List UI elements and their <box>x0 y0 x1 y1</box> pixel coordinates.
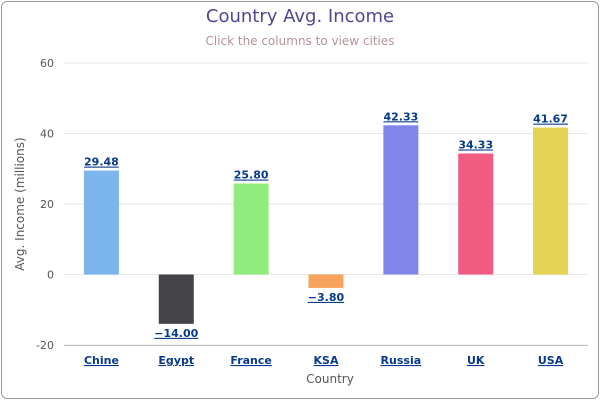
y-tick-label: 60 <box>40 57 54 70</box>
x-tick-label-egypt[interactable]: Egypt <box>158 354 194 367</box>
data-label-egypt[interactable]: −14.00 <box>154 327 198 340</box>
y-tick-label: 40 <box>40 128 54 141</box>
bar-usa[interactable] <box>533 127 569 275</box>
y-axis-label: Avg. Income (millions) <box>13 137 27 270</box>
data-labels: 29.48 −14.00 25.80 −3.80 42.33 34.33 41.67 <box>84 110 568 340</box>
y-tick-label: 0 <box>47 269 54 282</box>
x-axis-label: Country <box>306 372 354 386</box>
bar-france[interactable] <box>233 183 269 275</box>
bar-ksa[interactable] <box>308 274 344 288</box>
y-tick-label: 20 <box>40 198 54 211</box>
bar-chine[interactable] <box>83 170 119 275</box>
data-label-uk[interactable]: 34.33 <box>458 138 493 151</box>
x-tick-label-ksa[interactable]: KSA <box>314 354 339 367</box>
data-label-ksa[interactable]: −3.80 <box>308 291 345 304</box>
data-label-chine[interactable]: 29.48 <box>84 156 119 169</box>
x-tick-label-usa[interactable]: USA <box>538 354 564 367</box>
data-label-usa[interactable]: 41.67 <box>533 113 568 126</box>
x-tick-label-france[interactable]: France <box>230 354 271 367</box>
bar-egypt[interactable] <box>158 274 194 324</box>
grid-lines <box>64 62 588 346</box>
chart-subtitle: Click the columns to view cities <box>205 34 395 48</box>
chart-title: Country Avg. Income <box>205 6 395 27</box>
data-label-france[interactable]: 25.80 <box>234 169 269 182</box>
bars <box>83 125 569 324</box>
bar-russia[interactable] <box>383 125 419 275</box>
data-label-russia[interactable]: 42.33 <box>383 110 418 123</box>
y-tick-label: -20 <box>36 339 54 352</box>
bar-uk[interactable] <box>458 153 494 275</box>
x-tick-label-chine[interactable]: Chine <box>84 354 119 367</box>
y-axis-ticks: -20 0 20 40 60 <box>36 57 54 352</box>
x-tick-label-uk[interactable]: UK <box>467 354 485 367</box>
x-axis-ticks: Chine Egypt France KSA Russia UK USA <box>84 354 564 367</box>
x-tick-label-russia[interactable]: Russia <box>381 354 422 367</box>
